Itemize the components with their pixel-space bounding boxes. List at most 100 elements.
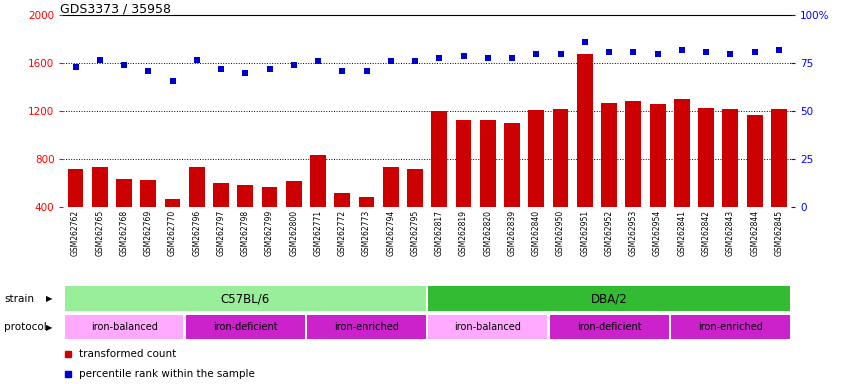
Point	[69, 64, 82, 70]
Text: percentile rank within the sample: percentile rank within the sample	[79, 369, 255, 379]
Bar	[383, 167, 398, 207]
Text: GSM262954: GSM262954	[653, 210, 662, 256]
Point	[360, 68, 373, 74]
Bar	[310, 155, 326, 207]
Point	[93, 56, 107, 63]
Text: GSM262765: GSM262765	[96, 210, 104, 256]
Text: GSM262953: GSM262953	[629, 210, 638, 256]
Bar	[334, 193, 350, 207]
Bar	[165, 199, 180, 207]
Text: GSM262845: GSM262845	[774, 210, 783, 256]
Bar	[238, 185, 253, 207]
Point	[602, 49, 616, 55]
Point	[311, 58, 325, 65]
Bar	[64, 315, 184, 339]
Bar	[552, 109, 569, 207]
Bar	[456, 120, 471, 207]
Bar	[431, 111, 448, 207]
Text: DBA/2: DBA/2	[591, 292, 628, 305]
Text: iron-deficient: iron-deficient	[577, 322, 641, 333]
Bar	[577, 54, 593, 207]
Text: ▶: ▶	[46, 294, 52, 303]
Bar	[189, 167, 205, 207]
Bar	[359, 197, 375, 207]
Point	[554, 51, 568, 57]
Bar	[771, 109, 787, 207]
Point	[578, 39, 591, 45]
Point	[723, 51, 737, 57]
Bar	[480, 120, 496, 207]
Bar	[286, 181, 302, 207]
Text: iron-enriched: iron-enriched	[698, 322, 763, 333]
Text: GSM262796: GSM262796	[192, 210, 201, 256]
Point	[457, 53, 470, 59]
Text: GSM262842: GSM262842	[701, 210, 711, 256]
Point	[700, 49, 713, 55]
Text: GSM262798: GSM262798	[241, 210, 250, 256]
Bar	[64, 286, 426, 311]
Point	[336, 68, 349, 74]
Bar	[186, 315, 305, 339]
Point	[651, 51, 664, 57]
Text: GSM262840: GSM262840	[532, 210, 541, 256]
Text: GSM262841: GSM262841	[678, 210, 686, 256]
Text: iron-deficient: iron-deficient	[213, 322, 277, 333]
Text: GSM262951: GSM262951	[580, 210, 590, 256]
Bar	[213, 184, 229, 207]
Bar	[261, 187, 277, 207]
Text: transformed count: transformed count	[79, 349, 176, 359]
Point	[409, 58, 422, 65]
Point	[166, 78, 179, 84]
Bar	[92, 167, 107, 207]
Bar	[625, 101, 641, 207]
Point	[505, 55, 519, 61]
Text: GSM262844: GSM262844	[750, 210, 759, 256]
Text: GSM262799: GSM262799	[265, 210, 274, 256]
Point	[141, 68, 155, 74]
Point	[287, 62, 300, 68]
Text: GSM262795: GSM262795	[410, 210, 420, 256]
Text: GSM262772: GSM262772	[338, 210, 347, 256]
Point	[118, 62, 131, 68]
Bar	[529, 110, 544, 207]
Point	[530, 51, 543, 57]
Text: GSM262820: GSM262820	[483, 210, 492, 256]
Text: ▶: ▶	[46, 323, 52, 332]
Point	[627, 49, 640, 55]
Bar	[68, 169, 84, 207]
Text: GSM262762: GSM262762	[71, 210, 80, 256]
Point	[748, 49, 761, 55]
Text: GSM262771: GSM262771	[314, 210, 322, 256]
Bar	[140, 180, 157, 207]
Text: GSM262819: GSM262819	[459, 210, 468, 256]
Text: GSM262800: GSM262800	[289, 210, 299, 256]
Point	[190, 56, 204, 63]
Text: iron-balanced: iron-balanced	[91, 322, 157, 333]
Text: C57BL/6: C57BL/6	[221, 292, 270, 305]
Point	[675, 47, 689, 53]
Bar	[307, 315, 426, 339]
Text: GSM262794: GSM262794	[387, 210, 395, 256]
Bar	[674, 99, 689, 207]
Text: GSM262770: GSM262770	[168, 210, 177, 256]
Text: GSM262950: GSM262950	[556, 210, 565, 256]
Text: iron-enriched: iron-enriched	[334, 322, 399, 333]
Point	[384, 58, 398, 65]
Bar	[602, 103, 617, 207]
Point	[432, 55, 446, 61]
Bar	[650, 104, 666, 207]
Bar	[550, 315, 668, 339]
Text: iron-balanced: iron-balanced	[454, 322, 521, 333]
Text: GSM262952: GSM262952	[605, 210, 613, 256]
Text: GSM262773: GSM262773	[362, 210, 371, 256]
Bar	[428, 286, 790, 311]
Bar	[504, 123, 520, 207]
Text: strain: strain	[4, 293, 34, 304]
Bar	[671, 315, 790, 339]
Point	[772, 47, 786, 53]
Point	[214, 66, 228, 72]
Bar	[116, 179, 132, 207]
Text: GSM262768: GSM262768	[119, 210, 129, 256]
Point	[239, 70, 252, 76]
Bar	[428, 315, 547, 339]
